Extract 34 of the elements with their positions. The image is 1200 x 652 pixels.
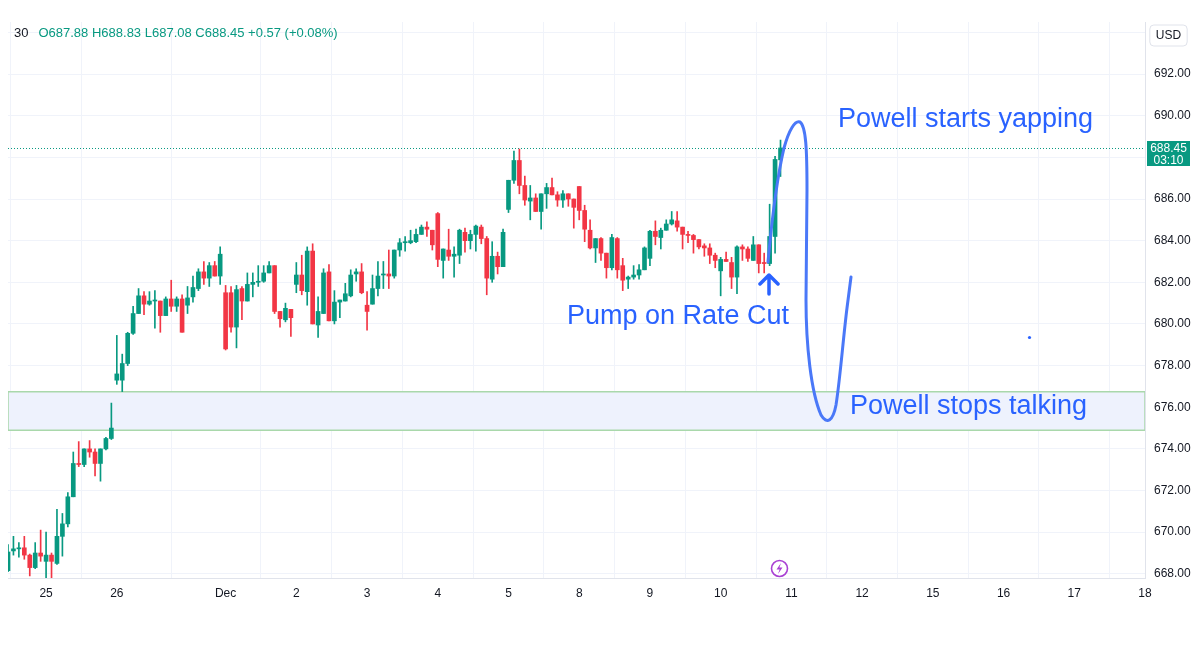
y-tick-label: 684.00: [1154, 232, 1192, 247]
annotation: Powell starts yapping: [838, 103, 1094, 133]
y-tick-label: 690.00: [1154, 108, 1192, 123]
y-tick-label: 686.00: [1154, 191, 1192, 206]
x-tick-label: Dec: [214, 585, 237, 600]
y-tick-label: 672.00: [1154, 482, 1192, 497]
y-axis-title: USD: [1155, 28, 1182, 43]
y-tick-label: 670.00: [1154, 524, 1192, 539]
y-tick-label: 680.00: [1154, 316, 1192, 331]
x-tick-label: 16: [996, 585, 1011, 600]
x-tick-label: 10: [713, 585, 728, 600]
x-tick-label: 12: [855, 585, 870, 600]
x-tick-label: 3: [363, 585, 371, 600]
x-tick-label: 15: [926, 585, 940, 600]
y-tick-label: 692.00: [1154, 66, 1192, 81]
x-tick-label: 17: [1067, 585, 1082, 600]
annotation: Powell stops talking: [850, 390, 1088, 420]
y-tick-label: 676.00: [1154, 399, 1192, 414]
x-tick-label: 26: [110, 585, 124, 600]
x-tick-label: 2: [292, 585, 300, 600]
x-tick-label: 4: [434, 585, 442, 600]
x-tick-label: 5: [505, 585, 513, 600]
x-tick-label: 18: [1138, 585, 1152, 600]
annotation: Pump on Rate Cut: [567, 300, 790, 330]
x-tick-label: 9: [646, 585, 654, 600]
y-tick-label: 678.00: [1154, 357, 1192, 372]
x-tick-label: 25: [39, 585, 54, 600]
chart-subtitle: O687.88 H688.83 L687.08 C688.45 +0.57 (+0.08%): [38, 25, 338, 40]
x-tick-label: 8: [575, 585, 583, 600]
y-tick-label: 674.00: [1154, 441, 1192, 456]
x-tick-label: 11: [785, 585, 798, 600]
y-tick-label: 682.00: [1154, 274, 1192, 289]
chart-title: 30: [14, 25, 29, 40]
y-tick-label: 668.00: [1154, 566, 1192, 581]
